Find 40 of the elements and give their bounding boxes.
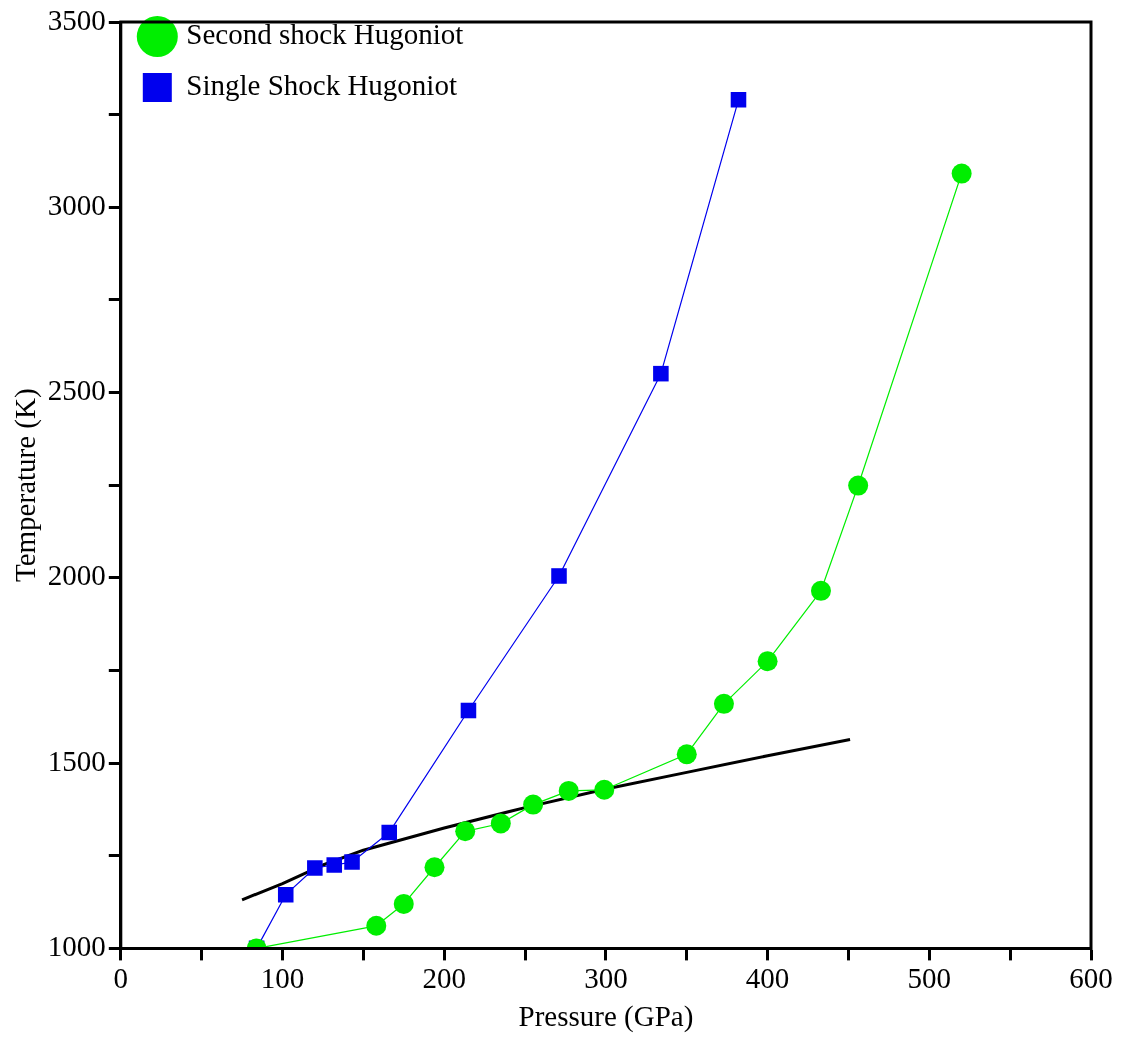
point <box>558 780 579 801</box>
x-tick-label: 0 <box>113 962 129 995</box>
point <box>713 693 734 714</box>
point <box>594 779 615 800</box>
point <box>460 702 477 719</box>
y-tick-label: 2000 <box>47 559 106 592</box>
x-tick-label: 400 <box>745 962 790 995</box>
x-tick-label: 600 <box>1069 962 1113 995</box>
x-axis-title: Pressure (GPa) <box>518 1000 694 1034</box>
y-tick-label: 3500 <box>47 3 106 36</box>
point <box>730 92 747 108</box>
point <box>676 744 697 765</box>
point <box>653 365 669 382</box>
y-tick-label: 1000 <box>47 930 106 963</box>
point <box>810 580 831 601</box>
y-tick-label: 3000 <box>47 188 106 221</box>
x-tick-label: 300 <box>584 962 628 995</box>
point <box>951 163 972 184</box>
point <box>757 651 778 672</box>
y-tick-label: 2500 <box>47 374 106 407</box>
point <box>326 857 343 873</box>
point <box>277 886 294 903</box>
y-tick-label: 1500 <box>47 744 106 777</box>
point <box>344 854 360 870</box>
legend-label: Second shock Hugoniot <box>186 18 464 51</box>
x-tick-label: 100 <box>260 962 305 995</box>
point <box>523 794 544 815</box>
point <box>455 821 476 842</box>
point <box>490 813 511 834</box>
point <box>366 915 387 936</box>
x-tick-label: 200 <box>422 962 466 995</box>
y-axis-title: Temperature (K) <box>9 388 43 583</box>
point <box>424 857 445 878</box>
x-tick-label: 500 <box>907 962 952 995</box>
point <box>848 475 869 496</box>
point <box>393 893 414 914</box>
point <box>307 860 323 876</box>
point <box>381 824 397 841</box>
point <box>551 568 567 584</box>
legend-label: Single Shock Hugoniot <box>186 69 457 102</box>
